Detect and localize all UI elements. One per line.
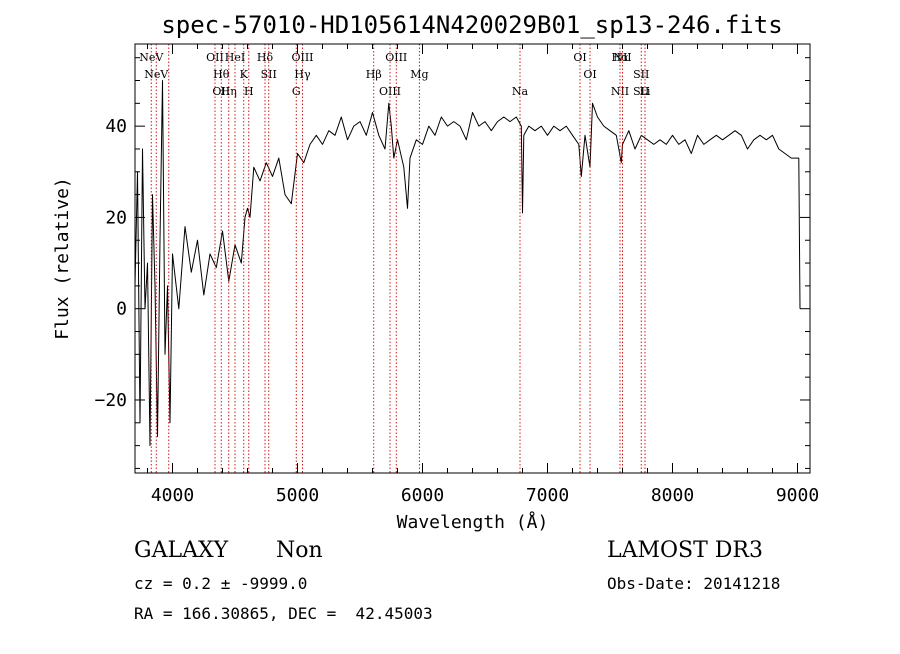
spectrum-line: [134, 80, 801, 447]
line-marker-label: NeV: [139, 51, 164, 64]
line-marker-label: SII: [633, 85, 649, 98]
x-tick-label: 9000: [776, 485, 819, 506]
x-tick-label: 7000: [526, 485, 569, 506]
line-marker-label: Hη: [221, 85, 237, 98]
line-marker-label: OII: [206, 51, 224, 64]
y-tick-label: −20: [94, 390, 127, 411]
y-tick-label: 0: [116, 299, 127, 320]
y-tick-label: 40: [105, 116, 127, 137]
spectrum-group: [134, 80, 801, 447]
line-marker-label: OIII: [379, 85, 401, 98]
x-axis-label: Wavelength (Å): [397, 511, 549, 533]
line-marker-label: SII: [633, 68, 649, 81]
line-marker-label: Hα: [611, 51, 629, 64]
line-marker-label: Na: [512, 85, 529, 98]
obs-date-text: Obs-Date: 20141218: [607, 574, 781, 593]
line-marker-label: K: [240, 68, 249, 81]
ra-dec-text: RA = 166.30865, DEC = 42.45003: [134, 604, 433, 623]
line-marker-label: Hγ: [294, 68, 311, 81]
line-marker-label: G: [292, 85, 301, 98]
line-marker-label: Hθ: [213, 68, 230, 81]
subclass-label: Non: [276, 538, 323, 563]
class-label: GALAXY: [134, 538, 229, 563]
y-axis-label: Flux (relative): [52, 177, 73, 340]
line-marker-label: NII: [613, 51, 631, 64]
line-marker-label: NII: [611, 85, 629, 98]
x-tick-label: 5000: [276, 485, 319, 506]
redshift-text: cz = 0.2 ± -9999.0: [134, 574, 308, 593]
y-tick-label: 20: [105, 207, 127, 228]
line-marker-label: OI: [573, 51, 586, 64]
plot-frame: [134, 43, 811, 474]
line-marker-label: HeI: [225, 51, 245, 64]
x-tick-label: 6000: [401, 485, 444, 506]
chart-title: spec-57010-HD105614N420029B01_sp13-246.f…: [161, 11, 782, 39]
line-marker-label: OI: [583, 68, 596, 81]
line-marker-label: NeV: [144, 68, 169, 81]
line-marker-label: Li: [640, 85, 651, 98]
line-marker-label: OIII: [291, 51, 313, 64]
survey-label: LAMOST DR3: [607, 538, 763, 563]
line-marker-label: OIII: [385, 51, 407, 64]
line-marker-label: H: [244, 85, 254, 98]
line-marker-label: OII: [212, 85, 230, 98]
x-tick-label: 4000: [151, 485, 194, 506]
line-marker-label: Hβ: [366, 68, 382, 81]
line-marker-label: Mg: [410, 68, 428, 81]
line-marker-label: Hδ: [257, 51, 274, 64]
x-tick-label: 8000: [651, 485, 694, 506]
axes: 4000 5000 6000 7000 8000 9000 −20 0 20 40: [94, 44, 819, 506]
line-marker-label: SII: [261, 68, 277, 81]
